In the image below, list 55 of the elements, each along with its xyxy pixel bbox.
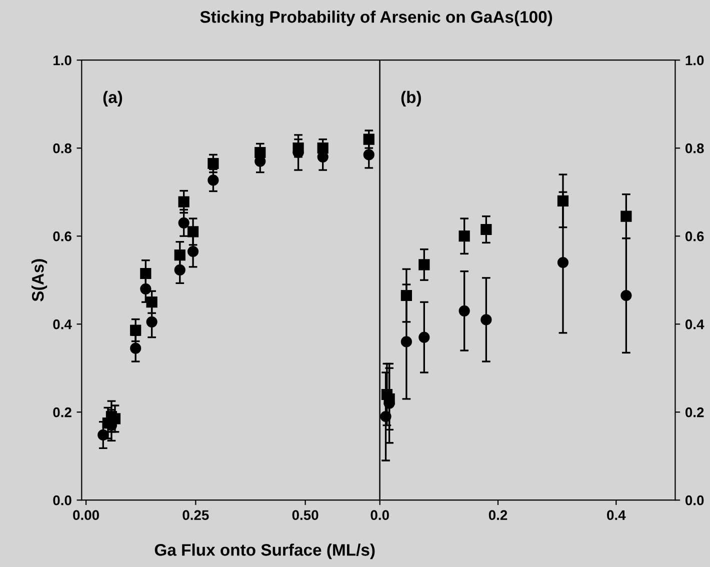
point xyxy=(146,316,158,328)
point xyxy=(400,290,412,302)
y-tick-label: 0.2 xyxy=(53,407,72,418)
y-tick-label: 0.8 xyxy=(53,143,72,154)
y-tick-label: 1.0 xyxy=(53,55,72,66)
y-axis-title: S(As) xyxy=(32,259,48,302)
point xyxy=(140,268,152,280)
point xyxy=(178,217,190,228)
point xyxy=(187,246,199,258)
point xyxy=(174,264,186,276)
point xyxy=(458,305,470,316)
y-tick-label: 0.6 xyxy=(53,231,72,242)
point xyxy=(380,410,392,422)
point xyxy=(98,429,109,441)
point xyxy=(363,134,374,145)
x-tick-label: 0.0 xyxy=(370,510,389,520)
point xyxy=(254,146,266,158)
point xyxy=(208,158,219,170)
point xyxy=(187,226,199,238)
annotation: (b) xyxy=(401,90,421,106)
y2-tick-label: 1.0 xyxy=(686,55,704,66)
y2-tick-label: 0.2 xyxy=(685,407,704,418)
point xyxy=(146,296,158,308)
point xyxy=(363,149,374,160)
x-tick-label: 0.2 xyxy=(488,510,508,520)
point xyxy=(620,290,632,302)
point xyxy=(418,332,430,343)
point xyxy=(317,142,328,154)
point xyxy=(130,342,142,354)
point xyxy=(480,314,492,326)
point xyxy=(140,283,152,294)
point xyxy=(400,336,412,348)
x-tick-label: 0.4 xyxy=(607,510,626,520)
point xyxy=(178,196,190,208)
y2-tick-label: 0.8 xyxy=(685,143,704,154)
point xyxy=(174,249,186,261)
x-tick-label: 0.50 xyxy=(292,510,318,520)
point xyxy=(418,259,430,270)
y-tick-label: 0.4 xyxy=(53,319,72,330)
x-tick-label: 0.25 xyxy=(182,510,209,520)
point xyxy=(557,195,569,206)
y-tick-label: 0.0 xyxy=(53,495,72,506)
y2-tick-label: 0.0 xyxy=(685,495,704,506)
point xyxy=(458,230,470,242)
annotation: (a) xyxy=(103,90,122,106)
point xyxy=(130,324,142,336)
x-axis-title: Ga Flux onto Surface (ML/s) xyxy=(154,544,375,560)
point xyxy=(480,224,492,236)
y2-tick-label: 0.4 xyxy=(685,319,704,330)
point xyxy=(208,174,219,186)
x-tick-label: 0.00 xyxy=(73,510,99,520)
point xyxy=(557,256,569,268)
point xyxy=(620,210,632,222)
chart-title: Sticking Probability of Arsenic on GaAs(100) xyxy=(200,10,552,26)
y2-tick-label: 0.6 xyxy=(685,231,704,242)
